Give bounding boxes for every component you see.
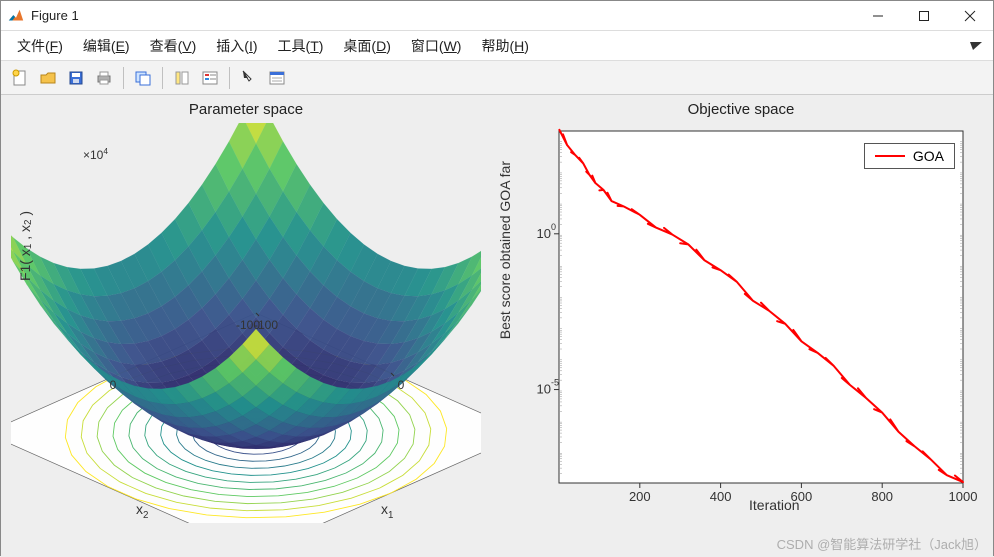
svg-text:0: 0: [110, 378, 117, 392]
svg-text:-100: -100: [236, 318, 260, 332]
svg-text:0: 0: [551, 222, 556, 232]
toolbar-separator: [123, 67, 124, 89]
right-plot-title: Objective space: [501, 101, 981, 118]
menu-f[interactable]: 文件(F): [9, 34, 71, 58]
svg-text:400: 400: [710, 489, 732, 504]
surface-plot: 00.511.52-1000100-1000100: [11, 123, 481, 523]
right-axes-panel[interactable]: Objective space 200400600800100010-5100 …: [501, 101, 981, 531]
convergence-plot: 200400600800100010-5100: [501, 123, 981, 523]
legend[interactable]: GOA: [864, 143, 955, 169]
titlebar: Figure 1: [1, 1, 993, 31]
menu-v[interactable]: 查看(V): [142, 34, 205, 58]
svg-text:800: 800: [871, 489, 893, 504]
toolbar: [1, 61, 993, 95]
window-controls: [855, 1, 993, 30]
left-axes-panel[interactable]: Parameter space 00.511.52-1000100-100010…: [11, 101, 481, 531]
insert-colorbar-button[interactable]: [169, 65, 195, 91]
z-axis-multiplier: ×104: [83, 146, 108, 162]
menubar: 文件(F)编辑(E)查看(V)插入(I)工具(T)桌面(D)窗口(W)帮助(H): [1, 31, 993, 61]
right-y-axis-label: Best score obtained GOA far: [497, 161, 513, 339]
menu-d[interactable]: 桌面(D): [335, 34, 398, 58]
watermark: CSDN @智能算法研学社（Jack旭）: [777, 534, 987, 553]
print-button[interactable]: [91, 65, 117, 91]
save-button[interactable]: [63, 65, 89, 91]
ribbon-toggle-icon[interactable]: [969, 39, 983, 53]
legend-line: [875, 155, 905, 157]
edit-plot-button[interactable]: [236, 65, 262, 91]
svg-text:-5: -5: [551, 378, 559, 388]
x-axis-label: x1: [381, 501, 393, 521]
matlab-icon: [7, 7, 25, 25]
window-title: Figure 1: [31, 8, 855, 23]
menu-h[interactable]: 帮助(H): [473, 34, 536, 58]
right-x-axis-label: Iteration: [749, 497, 800, 513]
new-figure-button[interactable]: [7, 65, 33, 91]
svg-text:1000: 1000: [949, 489, 978, 504]
legend-label: GOA: [913, 148, 944, 164]
figure-area: Parameter space 00.511.52-1000100-100010…: [1, 95, 993, 557]
minimize-button[interactable]: [855, 1, 901, 30]
menu-w[interactable]: 窗口(W): [403, 34, 470, 58]
svg-text:200: 200: [629, 489, 651, 504]
svg-text:0: 0: [398, 378, 405, 392]
left-plot-title: Parameter space: [11, 101, 481, 118]
menu-i[interactable]: 插入(I): [208, 34, 265, 58]
z-axis-label: F1( x1 , x2 ): [17, 211, 34, 281]
insert-legend-button[interactable]: [197, 65, 223, 91]
svg-text:10: 10: [537, 382, 551, 397]
close-button[interactable]: [947, 1, 993, 30]
menu-e[interactable]: 编辑(E): [75, 34, 138, 58]
toolbar-separator: [162, 67, 163, 89]
maximize-button[interactable]: [901, 1, 947, 30]
y-axis-label: x2: [136, 501, 148, 521]
toolbar-separator: [229, 67, 230, 89]
svg-text:10: 10: [537, 226, 551, 241]
open-button[interactable]: [35, 65, 61, 91]
menu-t[interactable]: 工具(T): [270, 34, 332, 58]
property-inspector-button[interactable]: [264, 65, 290, 91]
link-axes-button[interactable]: [130, 65, 156, 91]
